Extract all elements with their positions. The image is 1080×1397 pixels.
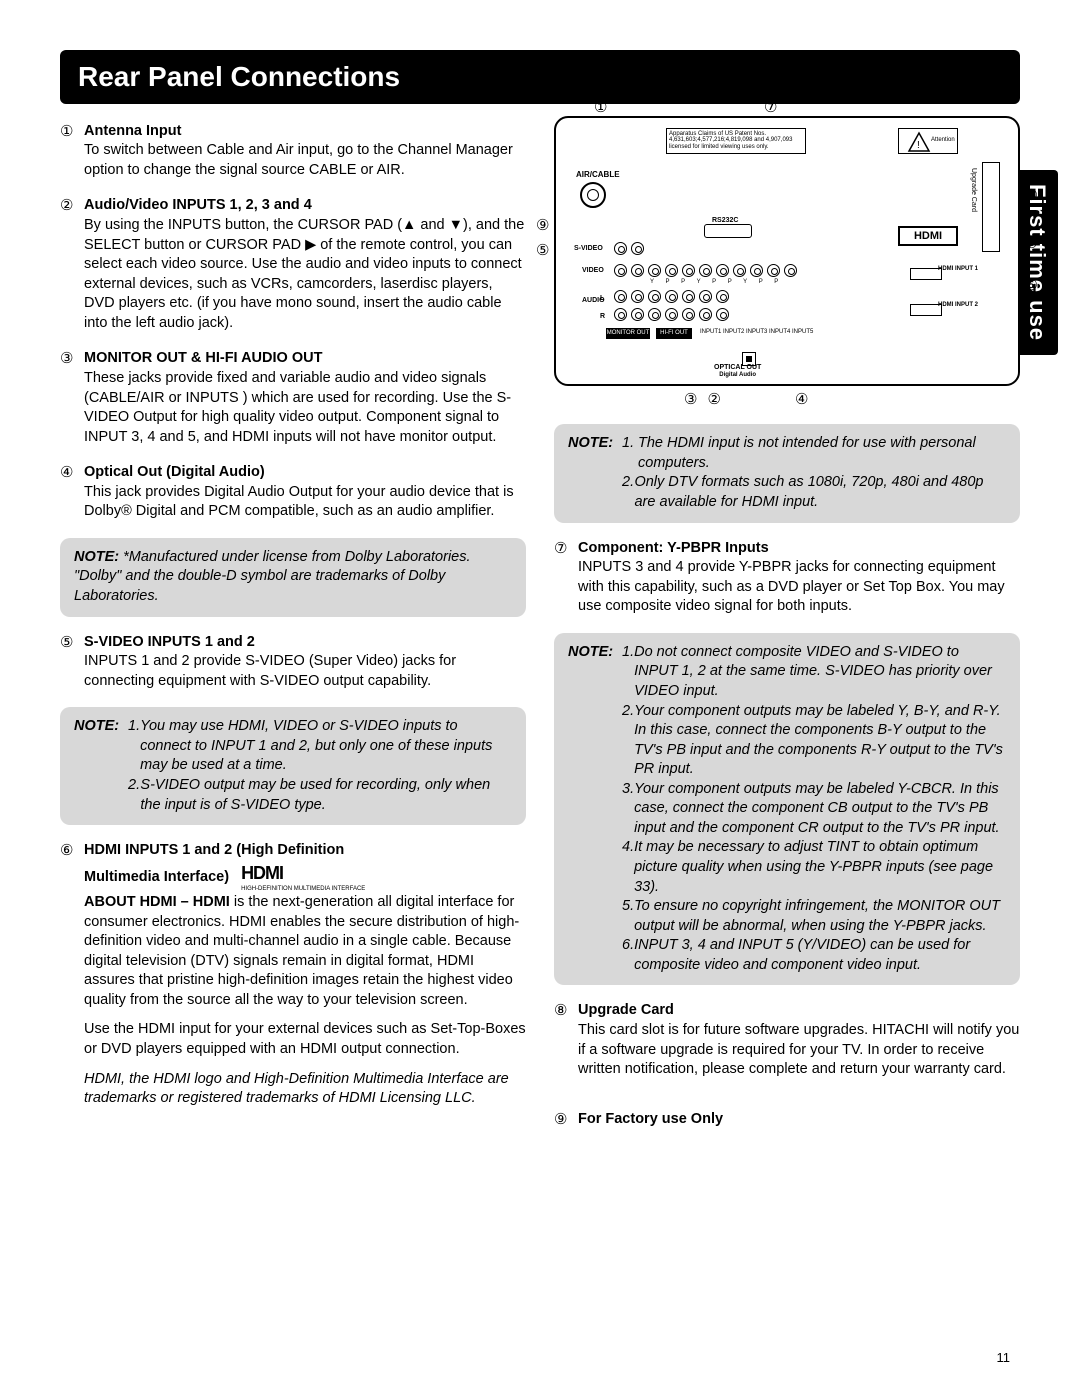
attention-icon: ! Attention xyxy=(898,128,958,154)
item-title: Antenna Input xyxy=(84,123,181,139)
item-body: This card slot is for future software up… xyxy=(578,1022,1019,1077)
item-2: ② Audio/Video INPUTS 1, 2, 3 and 4 By us… xyxy=(60,196,526,333)
circ-num: ⑨ xyxy=(554,1110,578,1130)
item-4: ④ Optical Out (Digital Audio) This jack … xyxy=(60,463,526,522)
callout: ⑨ xyxy=(536,216,549,236)
item-title: Audio/Video INPUTS 1, 2, 3 and 4 xyxy=(84,197,312,213)
note-svideo: NOTE: 1.You may use HDMI, VIDEO or S-VID… xyxy=(60,707,526,825)
item-title: HDMI INPUTS 1 and 2 (High Definition xyxy=(84,842,344,858)
page-title: Rear Panel Connections xyxy=(60,50,1020,104)
rear-panel-diagram: Apparatus Claims of US Patent Nos. 4,631… xyxy=(554,116,1020,386)
callout: ⑥ xyxy=(1025,276,1038,296)
note-row: Only DTV formats such as 1080i, 720p, 48… xyxy=(634,473,1006,512)
circ-num: ⑧ xyxy=(554,1001,578,1079)
diagram-label: Y P P Y P P Y P P xyxy=(650,278,783,286)
item-9: ⑨ For Factory use Only xyxy=(554,1110,1020,1130)
circ-num: ① xyxy=(60,122,84,181)
callout: ④ xyxy=(795,391,808,408)
note-row: The HDMI input is not intended for use w… xyxy=(638,434,1006,473)
note-row: You may use HDMI, VIDEO or S-VIDEO input… xyxy=(140,717,512,776)
item-5: ⑤ S-VIDEO INPUTS 1 and 2 INPUTS 1 and 2 … xyxy=(60,633,526,692)
upgrade-slot-icon xyxy=(982,162,1000,252)
callout: ⑩ xyxy=(1025,186,1038,206)
item-title: Multimedia Interface) xyxy=(84,869,229,885)
callout: ③ xyxy=(684,391,697,408)
circ-num: ④ xyxy=(60,463,84,522)
item-body: By using the INPUTS button, the CURSOR P… xyxy=(84,217,524,331)
item-body: These jacks provide fixed and variable a… xyxy=(84,370,511,445)
item-body: To switch between Cable and Air input, g… xyxy=(84,142,513,178)
circ-num: ② xyxy=(60,196,84,333)
note-component: NOTE: 1.Do not connect composite VIDEO a… xyxy=(554,633,1020,986)
circ-num: ⑦ xyxy=(554,539,578,617)
item-8: ⑧ Upgrade Card This card slot is for fut… xyxy=(554,1001,1020,1079)
item-body: INPUTS 3 and 4 provide Y-PBPR jacks for … xyxy=(578,559,1005,614)
hdmi-port-icon: HDMI xyxy=(898,226,958,246)
item-title: Optical Out (Digital Audio) xyxy=(84,464,265,480)
diagram-label: HDMI INPUT 2 xyxy=(938,302,978,308)
circ-num: ⑥ xyxy=(60,841,84,1109)
note-row: To ensure no copyright infringement, the… xyxy=(634,897,1006,936)
item-title: MONITOR OUT & HI-FI AUDIO OUT xyxy=(84,350,322,366)
diagram-label: OPTICAL OUTDigital Audio xyxy=(714,364,761,378)
hdmi-lead: ABOUT HDMI – HDMI xyxy=(84,894,230,910)
item-7: ⑦ Component: Y-PBPR Inputs INPUTS 3 and … xyxy=(554,539,1020,617)
note-row: It may be necessary to adjust TINT to ob… xyxy=(634,838,1006,897)
item-title: Component: Y-PBPR Inputs xyxy=(578,540,769,556)
callout: ② xyxy=(707,391,720,408)
svg-text:Attention: Attention xyxy=(931,137,955,143)
diagram-label: HI-FI OUT xyxy=(656,328,692,339)
note-text: *Manufactured under license from Dolby L… xyxy=(74,549,471,604)
note-hdmi: NOTE: 1.The HDMI input is not intended f… xyxy=(554,424,1020,522)
item-1: ① Antenna Input To switch between Cable … xyxy=(60,122,526,181)
note-row: S-VIDEO output may be used for recording… xyxy=(140,776,512,815)
page-number: 11 xyxy=(997,1349,1011,1367)
item-body: This jack provides Digital Audio Output … xyxy=(84,484,514,520)
diagram-label: Upgrade Card xyxy=(969,168,978,212)
note-row: Do not connect composite VIDEO and S-VID… xyxy=(634,643,1006,702)
callout: ⑧ xyxy=(1025,234,1038,254)
hdmi-trademark: HDMI, the HDMI logo and High-Definition … xyxy=(84,1070,526,1109)
diagram-label: MONITOR OUT xyxy=(606,328,650,339)
note-row: Your component outputs may be labeled Y-… xyxy=(634,780,1006,839)
item-body: is the next-generation all digital inter… xyxy=(84,894,519,1008)
item-3: ③ MONITOR OUT & HI-FI AUDIO OUT These ja… xyxy=(60,349,526,447)
hdmi-logo-icon: HDMIHIGH-DEFINITION MULTIMEDIA INTERFACE xyxy=(241,861,365,893)
item-body: INPUTS 1 and 2 provide S-VIDEO (Super Vi… xyxy=(84,653,456,689)
diagram-label: S-VIDEO xyxy=(574,244,603,253)
diagram-label: Apparatus Claims of US Patent Nos. 4,631… xyxy=(666,128,806,154)
item-title: For Factory use Only xyxy=(578,1111,723,1127)
diagram-label: VIDEO xyxy=(582,266,604,275)
left-column: ① Antenna Input To switch between Cable … xyxy=(60,122,526,1146)
note-row: Your component outputs may be labeled Y,… xyxy=(634,702,1006,780)
coax-icon xyxy=(580,182,606,208)
item-title: S-VIDEO INPUTS 1 and 2 xyxy=(84,634,255,650)
rs232-port-icon xyxy=(704,224,752,238)
item-body2: Use the HDMI input for your external dev… xyxy=(84,1020,526,1059)
svg-text:!: ! xyxy=(917,140,920,151)
callout: ⑤ xyxy=(536,241,549,261)
diagram-label: AIR/CABLE xyxy=(576,170,620,181)
item-6: ⑥ HDMI INPUTS 1 and 2 (High Definition M… xyxy=(60,841,526,1109)
circ-num: ⑤ xyxy=(60,633,84,692)
diagram-label: HDMI INPUT 1 xyxy=(938,266,978,272)
right-column: ① ⑦ ⑨ ⑤ ⑩ ⑧ ⑥ Apparatus Claims of US Pat… xyxy=(554,122,1020,1146)
note-row: INPUT 3, 4 and INPUT 5 (Y/VIDEO) can be … xyxy=(634,936,1006,975)
item-title: Upgrade Card xyxy=(578,1002,674,1018)
note-dolby: NOTE: *Manufactured under license from D… xyxy=(60,538,526,617)
circ-num: ③ xyxy=(60,349,84,447)
